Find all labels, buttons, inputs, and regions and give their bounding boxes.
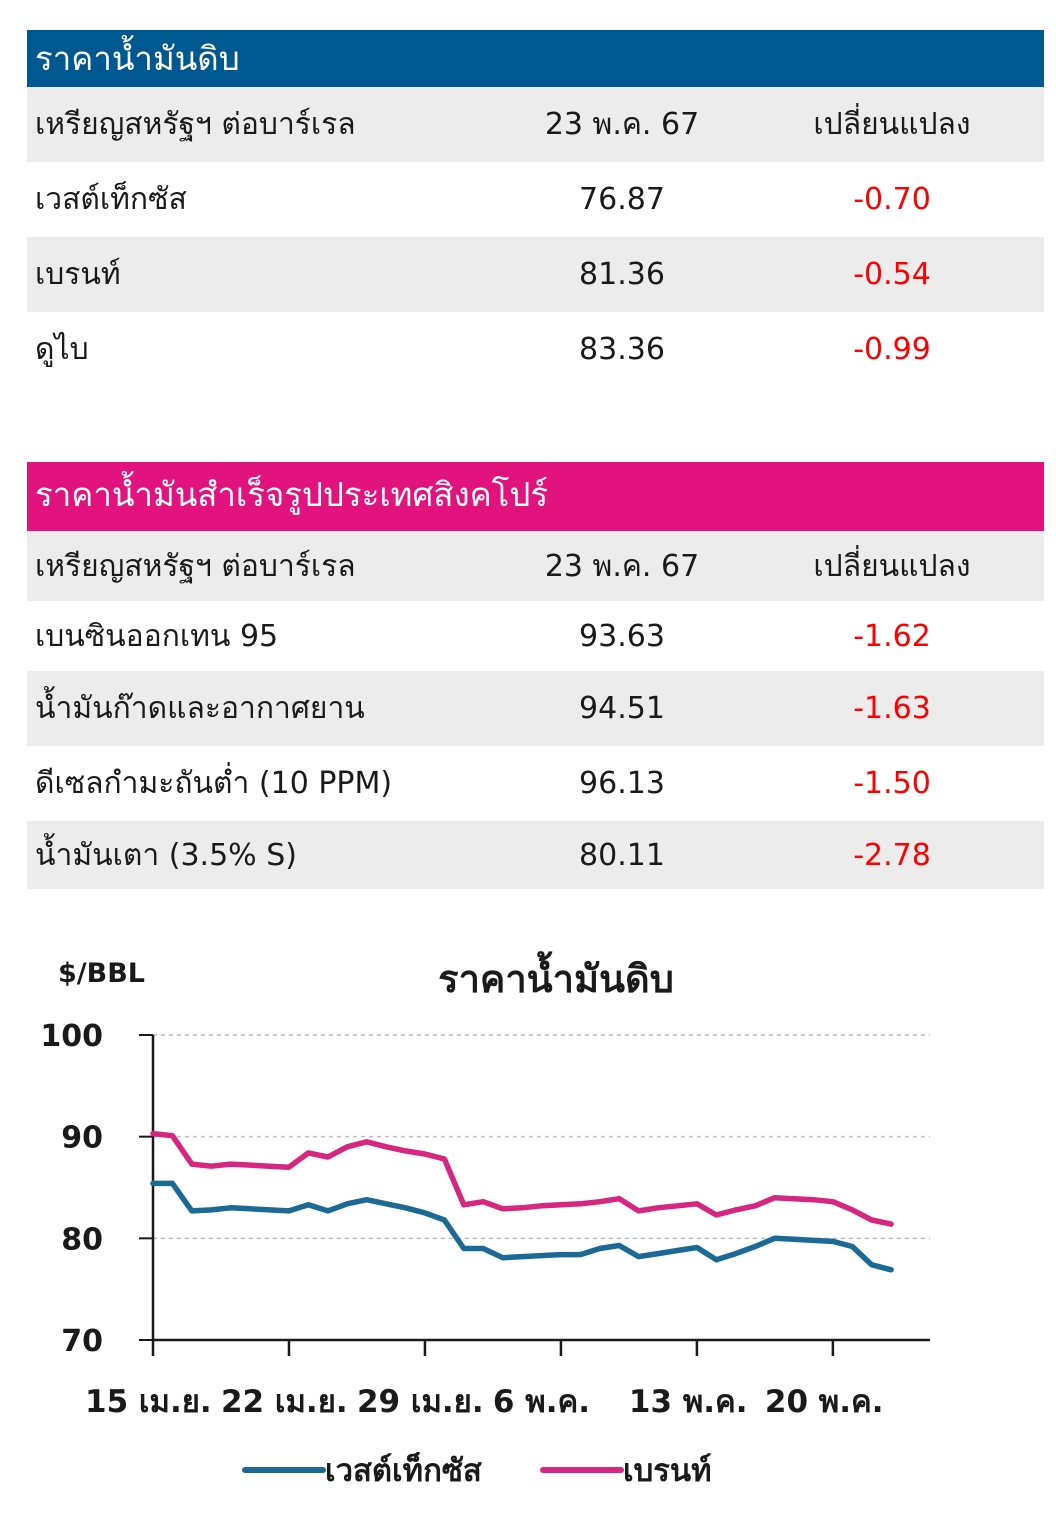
product-name: ดีเซลกำมะถันต่ำ (10 PPM) bbox=[35, 766, 393, 801]
y-tick-label: 70 bbox=[61, 1324, 103, 1359]
refined-oil-table: ราคาน้ำมันสำเร็จรูปประเทศสิงคโปร์ เหรียญ… bbox=[27, 462, 1044, 889]
product-name: เวสต์เท็กซัส bbox=[35, 182, 187, 217]
change-value: -1.63 bbox=[853, 691, 931, 726]
table-row: เบรนท์ 81.36 -0.54 bbox=[27, 237, 1044, 312]
change-value: -0.54 bbox=[853, 257, 931, 292]
x-tick-label: 15 เม.ย. bbox=[85, 1384, 212, 1420]
y-tick-label: 100 bbox=[40, 1019, 103, 1054]
y-axis-unit: $/BBL bbox=[58, 958, 145, 989]
table-row: น้ำมันก๊าดและอากาศยาน 94.51 -1.63 bbox=[27, 671, 1044, 746]
price-value: 83.36 bbox=[579, 332, 665, 367]
series-line bbox=[150, 1130, 894, 1227]
crude-oil-title: ราคาน้ำมันดิบ bbox=[27, 30, 1044, 87]
date-label: 23 พ.ค. 67 bbox=[544, 107, 700, 142]
change-label: เปลี่ยนแปลง bbox=[813, 548, 971, 584]
y-tick-label: 80 bbox=[61, 1222, 103, 1257]
product-name: น้ำมันก๊าดและอากาศยาน bbox=[35, 691, 365, 726]
price-value: 80.11 bbox=[579, 837, 665, 873]
refined-oil-title: ราคาน้ำมันสำเร็จรูปประเทศสิงคโปร์ bbox=[27, 462, 1044, 531]
product-name: ดูไบ bbox=[35, 332, 89, 367]
change-value: -1.50 bbox=[853, 766, 931, 801]
table-row: ดีเซลกำมะถันต่ำ (10 PPM) 96.13 -1.50 bbox=[27, 746, 1044, 821]
unit-label: เหรียญสหรัฐฯ ต่อบาร์เรล bbox=[35, 548, 356, 584]
table-row: เวสต์เท็กซัส 76.87 -0.70 bbox=[27, 162, 1044, 237]
product-name: เบนซินออกเทน 95 bbox=[35, 618, 279, 654]
price-value: 93.63 bbox=[579, 618, 665, 654]
price-value: 94.51 bbox=[579, 691, 665, 726]
x-tick-label: 6 พ.ค. bbox=[493, 1384, 590, 1420]
price-value: 96.13 bbox=[579, 766, 665, 801]
x-tick-label: 20 พ.ค. bbox=[765, 1384, 884, 1420]
price-value: 76.87 bbox=[579, 182, 665, 217]
product-name: น้ำมันเตา (3.5% S) bbox=[35, 837, 297, 873]
refined-oil-header-row: เหรียญสหรัฐฯ ต่อบาร์เรล 23 พ.ค. 67 เปลี่… bbox=[27, 531, 1044, 601]
change-value: -0.99 bbox=[853, 332, 931, 367]
legend-label: เวสต์เท็กซัส bbox=[325, 1451, 482, 1489]
change-value: -0.70 bbox=[853, 182, 931, 217]
date-label: 23 พ.ค. 67 bbox=[544, 548, 700, 584]
x-tick-label: 22 เม.ย. bbox=[221, 1384, 348, 1420]
y-tick-label: 90 bbox=[61, 1121, 103, 1156]
product-name: เบรนท์ bbox=[35, 257, 121, 292]
change-value: -1.62 bbox=[853, 618, 931, 654]
table-row: เบนซินออกเทน 95 93.63 -1.62 bbox=[27, 601, 1044, 671]
price-value: 81.36 bbox=[579, 257, 665, 292]
x-tick-label: 29 เม.ย. bbox=[357, 1384, 484, 1420]
unit-label: เหรียญสหรัฐฯ ต่อบาร์เรล bbox=[35, 107, 356, 142]
crude-oil-header-row: เหรียญสหรัฐฯ ต่อบาร์เรล 23 พ.ค. 67 เปลี่… bbox=[27, 87, 1044, 162]
series-line bbox=[150, 1180, 894, 1273]
table-row: น้ำมันเตา (3.5% S) 80.11 -2.78 bbox=[27, 821, 1044, 889]
change-label: เปลี่ยนแปลง bbox=[813, 107, 971, 142]
crude-oil-table: ราคาน้ำมันดิบ เหรียญสหรัฐฯ ต่อบาร์เรล 23… bbox=[27, 30, 1044, 387]
crude-oil-price-chart: $/BBL ราคาน้ำมันดิบ 70 80 90 100 15 เม.ย. 22 … bbox=[40, 951, 930, 1489]
change-value: -2.78 bbox=[853, 837, 931, 873]
x-tick-label: 13 พ.ค. bbox=[629, 1384, 748, 1420]
chart-title: ราคาน้ำมันดิบ bbox=[438, 951, 674, 1001]
legend-label: เบรนท์ bbox=[623, 1453, 712, 1489]
table-row: ดูไบ 83.36 -0.99 bbox=[27, 312, 1044, 387]
